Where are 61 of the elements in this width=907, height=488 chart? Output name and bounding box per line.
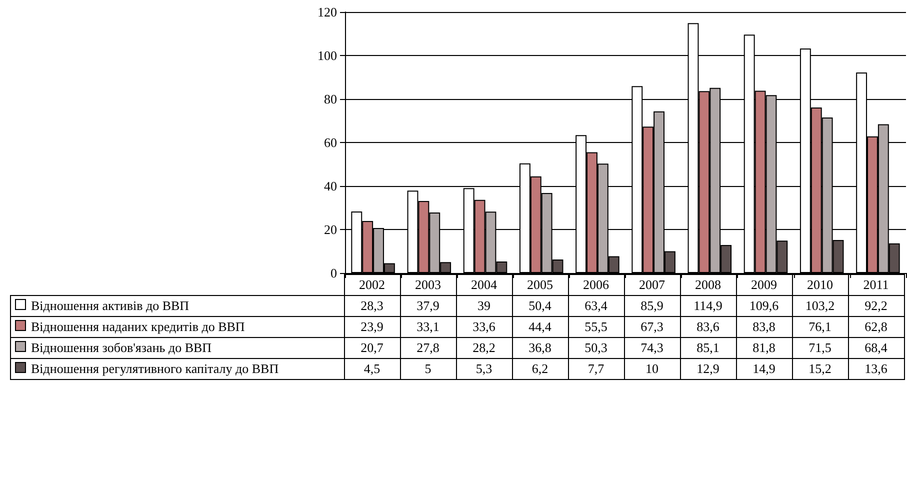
legend-label: Відношення активів до ВВП <box>10 296 344 316</box>
x-tick-label: 2002 <box>344 274 400 296</box>
data-label: 27,8 <box>400 338 456 358</box>
data-label: 28,3 <box>344 296 400 316</box>
data-label: 15,2 <box>792 358 848 380</box>
data-label: 23,9 <box>344 316 400 338</box>
data-label: 76,1 <box>792 316 848 338</box>
y-tick-label: 60 <box>324 135 337 150</box>
data-label: 68,4 <box>848 338 904 358</box>
data-label: 50,4 <box>512 296 568 316</box>
data-label: 85,1 <box>680 338 736 358</box>
data-label: 83,6 <box>680 316 736 338</box>
data-label: 7,7 <box>568 358 624 380</box>
data-label: 62,8 <box>848 316 904 338</box>
x-tick-label: 2011 <box>848 274 904 296</box>
data-label: 71,5 <box>792 338 848 358</box>
data-label: 103,2 <box>792 296 848 316</box>
x-tick-label: 2003 <box>400 274 456 296</box>
data-label: 114,9 <box>680 296 736 316</box>
data-label: 12,9 <box>680 358 736 380</box>
data-label: 10 <box>624 358 680 380</box>
data-label: 33,1 <box>400 316 456 338</box>
x-tick-label: 2004 <box>456 274 512 296</box>
data-label: 13,6 <box>848 358 904 380</box>
data-label: 109,6 <box>736 296 792 316</box>
data-label: 44,4 <box>512 316 568 338</box>
data-label: 6,2 <box>512 358 568 380</box>
data-label: 20,7 <box>344 338 400 358</box>
x-tick-label: 2006 <box>568 274 624 296</box>
y-tick-label: 0 <box>330 266 337 280</box>
data-label: 33,6 <box>456 316 512 338</box>
data-label: 85,9 <box>624 296 680 316</box>
y-tick-label: 80 <box>324 92 337 106</box>
data-label: 5 <box>400 358 456 380</box>
data-label: 37,9 <box>400 296 456 316</box>
data-label: 55,5 <box>568 316 624 338</box>
data-label: 50,3 <box>568 338 624 358</box>
y-tick-label: 40 <box>324 178 337 194</box>
legend-label: Відношення регулятивного капіталу до ВВП <box>10 358 344 380</box>
data-label: 36,8 <box>512 338 568 358</box>
data-label: 63,4 <box>568 296 624 316</box>
data-label: 5,3 <box>456 358 512 380</box>
x-tick-label: 2008 <box>680 274 736 296</box>
data-label: 83,8 <box>736 316 792 338</box>
y-tick-label: 120 <box>318 4 337 20</box>
x-tick-label: 2010 <box>792 274 848 296</box>
data-label: 81,8 <box>736 338 792 358</box>
data-label: 67,3 <box>624 316 680 338</box>
data-label: 14,9 <box>736 358 792 380</box>
data-label: 39 <box>456 296 512 316</box>
data-label: 92,2 <box>848 296 904 316</box>
x-tick-label: 2009 <box>736 274 792 296</box>
legend-label: Відношення наданих кредитів до ВВП <box>10 316 344 338</box>
data-label: 28,2 <box>456 338 512 358</box>
data-label: 4,5 <box>344 358 400 380</box>
data-label: 74,3 <box>624 338 680 358</box>
x-tick-label: 2007 <box>624 274 680 296</box>
legend-label: Відношення зобов'язань до ВВП <box>10 338 344 358</box>
y-tick-label: 100 <box>318 48 337 63</box>
y-tick-label: 20 <box>324 222 337 237</box>
x-tick-label: 2005 <box>512 274 568 296</box>
